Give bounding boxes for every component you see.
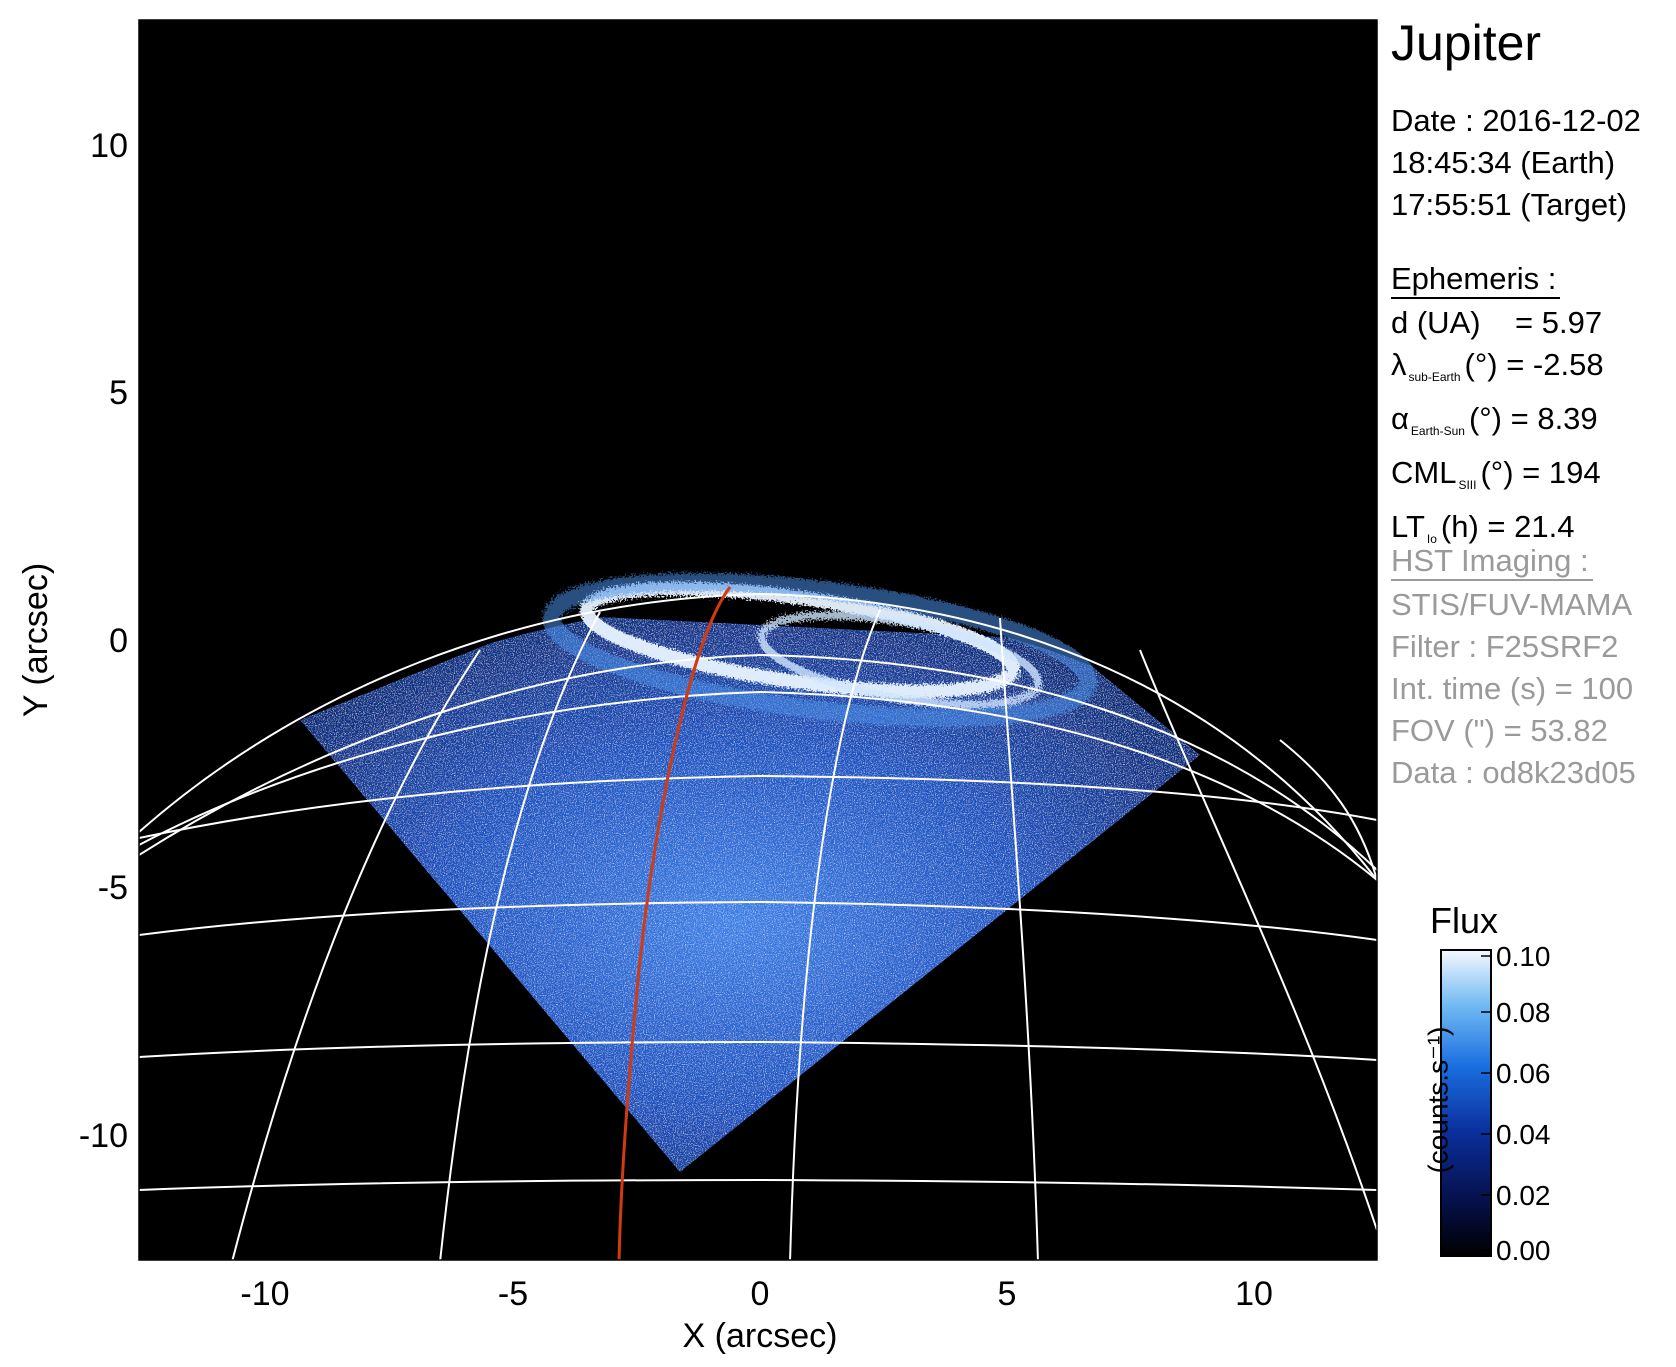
- x-tick-label: -5: [498, 1275, 528, 1313]
- hst-header: HST Imaging :: [1391, 543, 1593, 581]
- auroral-oval: [542, 572, 1098, 728]
- colorbar-unit-label: (counts.s⁻¹): [1422, 1026, 1454, 1174]
- x-tick-label: 10: [1235, 1275, 1273, 1313]
- dataset-line: Data : od8k23d05: [1391, 755, 1636, 790]
- x-tick-label: -10: [240, 1275, 289, 1313]
- colorbar-ticks: [1481, 955, 1491, 1251]
- colorbar-tick-label: 0.06: [1496, 1058, 1551, 1089]
- x-tick-label: 5: [998, 1275, 1017, 1313]
- colorbar-tick-label: 0.10: [1496, 941, 1551, 972]
- lat-lon-grid: [139, 592, 1377, 1260]
- x-axis-label: X (arcsec): [683, 1317, 838, 1355]
- y-tick-label: 0: [109, 622, 128, 660]
- colorbar-tick-label: 0.08: [1496, 997, 1551, 1028]
- y-tick-label: -10: [79, 1117, 128, 1155]
- colorbar-title: Flux: [1430, 900, 1499, 941]
- image-content: [139, 572, 1377, 1260]
- distance-line: d (UA) = 5.97: [1391, 305, 1603, 340]
- sub-earth-latitude-line: λ sub-Earth (°) = -2.58: [1391, 347, 1604, 384]
- colorbar-tick-label: 0.04: [1496, 1119, 1551, 1150]
- limb: [139, 592, 1377, 881]
- x-axis-ticks: [264, 1250, 1255, 1260]
- fov-line: FOV (") = 53.82: [1391, 713, 1608, 748]
- date-line: Date : 2016-12-02: [1391, 103, 1641, 138]
- integration-time-line: Int. time (s) = 100: [1391, 671, 1634, 706]
- axes-frame: [138, 19, 1378, 1261]
- colorbar: [1440, 949, 1492, 1257]
- meridian-track: [617, 586, 732, 1260]
- planet-title: Jupiter: [1391, 15, 1542, 71]
- observed-region: [300, 615, 1200, 1172]
- y-tick-label: -5: [98, 869, 128, 907]
- y-axis-label: Y (arcsec): [17, 563, 55, 717]
- x-tick-label: 0: [751, 1275, 770, 1313]
- target-time-line: 17:55:51 (Target): [1391, 187, 1628, 222]
- y-tick-label: 10: [90, 127, 128, 165]
- phase-angle-line: α Earth-Sun (°) = 8.39: [1391, 401, 1598, 438]
- filter-line: Filter : F25SRF2: [1391, 629, 1619, 664]
- hst-block: HST Imaging : STIS/FUV-MAMA Filter : F25…: [1391, 540, 1636, 794]
- instrument-line: STIS/FUV-MAMA: [1391, 587, 1633, 622]
- ephemeris-header: Ephemeris :: [1391, 261, 1561, 299]
- ephemeris-block: Ephemeris : d (UA) = 5.97 λ sub-Earth (°) …: [1391, 258, 1604, 560]
- y-tick-label: 5: [109, 374, 128, 412]
- cml-line: CML SIII (°) = 194: [1391, 455, 1601, 492]
- colorbar-tick-label: 0.00: [1496, 1235, 1551, 1266]
- io-local-time-line: LT Io (h) = 21.4: [1391, 509, 1575, 546]
- colorbar-tick-label: 0.02: [1496, 1180, 1551, 1211]
- earth-time-line: 18:45:34 (Earth): [1391, 145, 1616, 180]
- date-block: Date : 2016-12-02 18:45:34 (Earth) 17:55…: [1391, 100, 1641, 226]
